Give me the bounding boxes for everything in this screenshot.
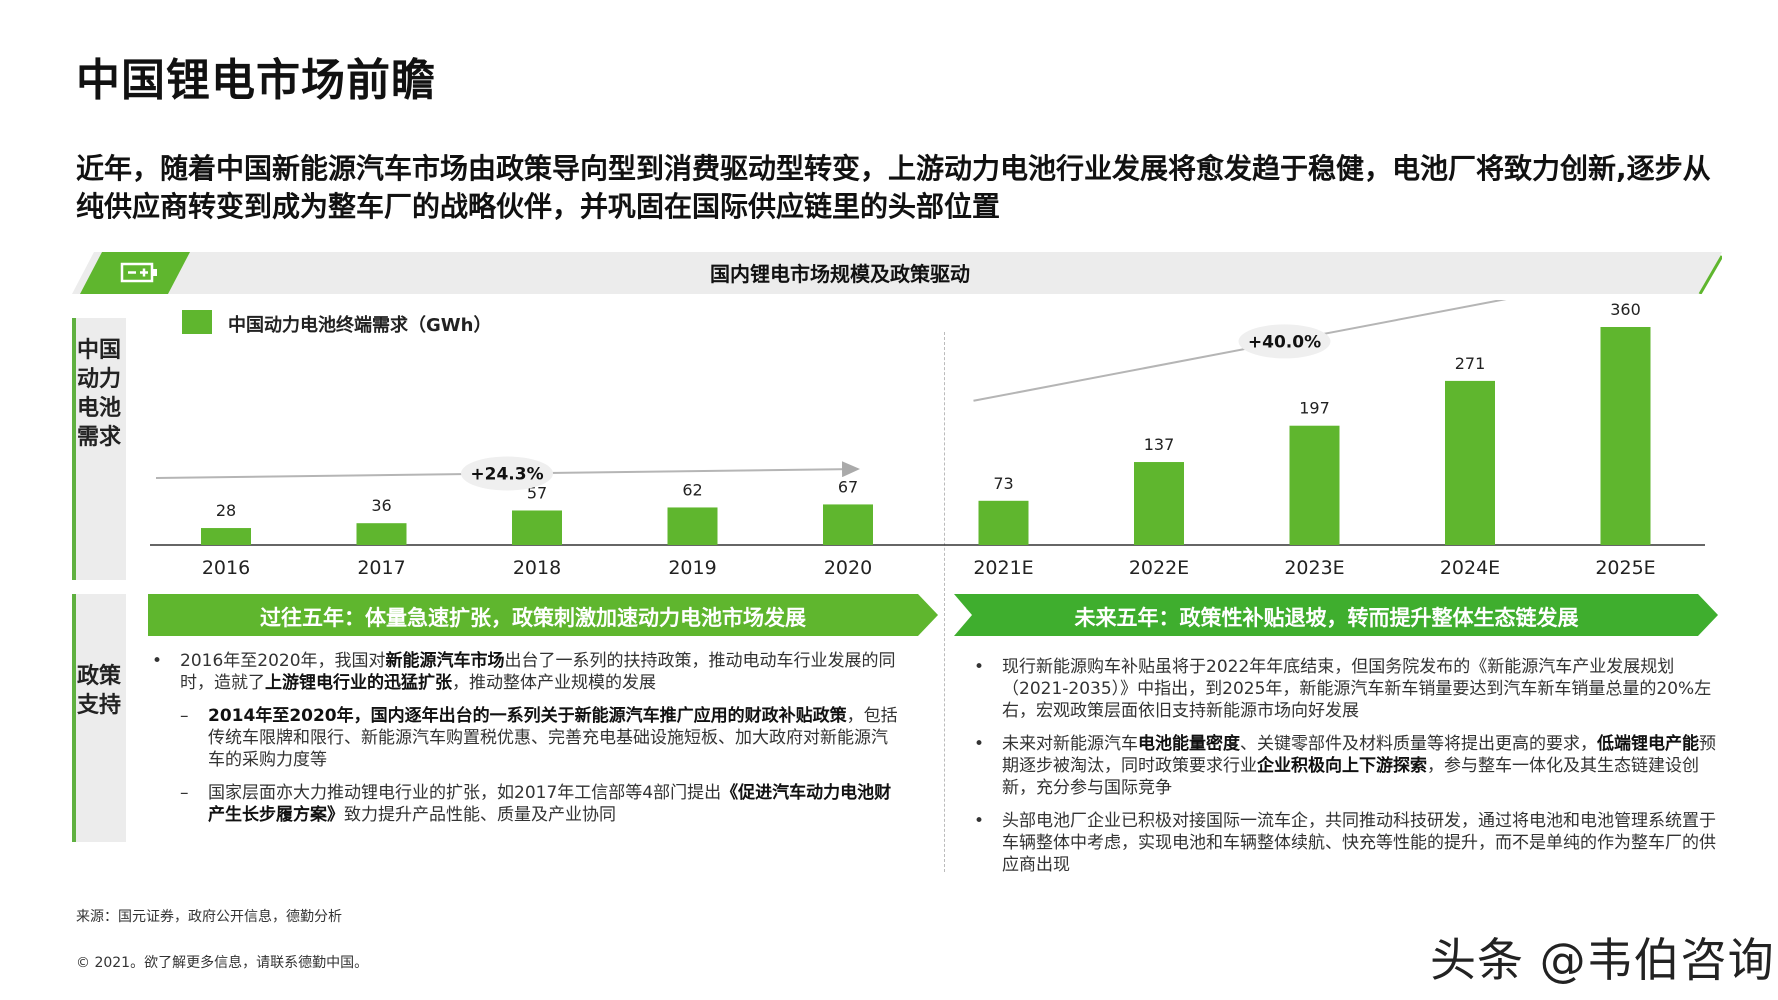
cagr-label-2: +40.0%: [1248, 332, 1321, 352]
side-tab-demand-label: 中国动力电池需求: [76, 338, 121, 450]
bar-2023E: [1289, 425, 1340, 545]
data-label-2022E: 137: [1144, 435, 1175, 454]
data-label-2020: 67: [838, 477, 858, 496]
list-item: – 国家层面亦大力推动锂电行业的扩张，如2017年工信部等4部门提出《促进汽车动力…: [180, 783, 892, 825]
bar-2022E: [1134, 462, 1184, 545]
cagr-label-1: +24.3%: [470, 465, 543, 485]
data-label-2019: 62: [682, 480, 702, 499]
future-five-years-banner: [954, 594, 1718, 636]
future-five-years-title: 未来五年：政策性补贴退坡，转而提升整体生态链发展: [1074, 606, 1579, 630]
bar-2018: [512, 510, 562, 545]
tick-label-2019: 2019: [668, 557, 716, 579]
tick-label-2018: 2018: [513, 557, 561, 579]
bar-2024E: [1445, 380, 1495, 545]
bar-2020: [823, 504, 873, 545]
legend-swatch: [182, 310, 212, 334]
list-item: • 2016年至2020年，我国对新能源汽车市场出台了一系列的扶持政策，推动电动车…: [152, 651, 896, 693]
tick-label-2020: 2020: [824, 557, 872, 579]
source-note: 来源：国元证券，政府公开信息，德勤分析: [76, 909, 342, 925]
data-label-2018: 57: [527, 483, 547, 502]
tick-label-2025E: 2025E: [1595, 557, 1655, 579]
past-policy-list: • 2016年至2020年，我国对新能源汽车市场出台了一系列的扶持政策，推动电动车…: [152, 650, 900, 837]
list-item: –2014年至2020年，国内逐年出台的一系列关于新能源汽车推广应用的财政补贴政…: [180, 706, 898, 770]
bar-2016: [201, 528, 251, 545]
bar-2025E: [1600, 327, 1651, 545]
list-item: • 现行新能源购车补贴虽将于2022年年底结束，但国务院发布的《新能源汽车产业发展…: [974, 657, 1712, 721]
side-tab-policy: [72, 594, 126, 842]
side-tab-demand: [72, 318, 126, 580]
data-label-2021E: 73: [993, 474, 1013, 493]
bar-2019: [667, 507, 718, 545]
past-five-years-title: 过往五年：体量急速扩张，政策刺激加速动力电池市场发展: [260, 606, 806, 630]
legend-label: 中国动力电池终端需求（GWh）: [228, 315, 492, 336]
section-banner: [72, 252, 1722, 294]
watermark: 头条 @韦伯咨询: [1430, 933, 1775, 987]
bar-2021E: [978, 500, 1029, 545]
tick-label-2024E: 2024E: [1440, 557, 1500, 579]
cagr-badge-2: [1238, 324, 1331, 359]
bar-chart: 28 2016 36 2017 57 2018 62 2019 67 2020 73 2021E 137…: [150, 300, 1705, 579]
data-label-2017: 36: [371, 496, 391, 515]
tick-label-2023E: 2023E: [1284, 557, 1344, 579]
page-title: 中国锂电市场前瞻: [76, 55, 436, 106]
future-policy-list: • 现行新能源购车补贴虽将于2022年年底结束，但国务院发布的《新能源汽车产业发展…: [974, 656, 1718, 887]
side-tab-policy-label: 政策支持: [76, 664, 121, 718]
data-label-2024E: 271: [1455, 354, 1486, 373]
bar-2017: [356, 523, 407, 545]
banner-title: 国内锂电市场规模及政策驱动: [710, 262, 970, 286]
battery-icon: [120, 262, 157, 283]
tick-label-2021E: 2021E: [973, 557, 1033, 579]
tick-label-2022E: 2022E: [1129, 557, 1189, 579]
list-item: • 未来对新能源汽车电池能量密度、关键零部件及材料质量等将提出更高的要求，低端锂电…: [974, 734, 1716, 798]
data-label-2016: 28: [216, 501, 236, 520]
page-subtitle: 近年，随着中国新能源汽车市场由政策导向型到消费驱动型转变，上游动力电池行业发展将…: [76, 152, 1711, 223]
past-five-years-banner: [148, 594, 938, 636]
tick-label-2016: 2016: [202, 557, 250, 579]
copyright-note: © 2021。欲了解更多信息，请联系德勤中国。: [76, 955, 369, 971]
data-label-2025E: 360: [1610, 300, 1641, 319]
tick-label-2017: 2017: [357, 557, 405, 579]
data-label-2023E: 197: [1299, 399, 1330, 418]
period-divider: [944, 332, 945, 872]
list-item: • 头部电池厂企业已积极对接国际一流车企，共同推动科技研发，通过将电池和电池管理系…: [974, 811, 1716, 875]
cagr-badge-1: [461, 456, 553, 491]
